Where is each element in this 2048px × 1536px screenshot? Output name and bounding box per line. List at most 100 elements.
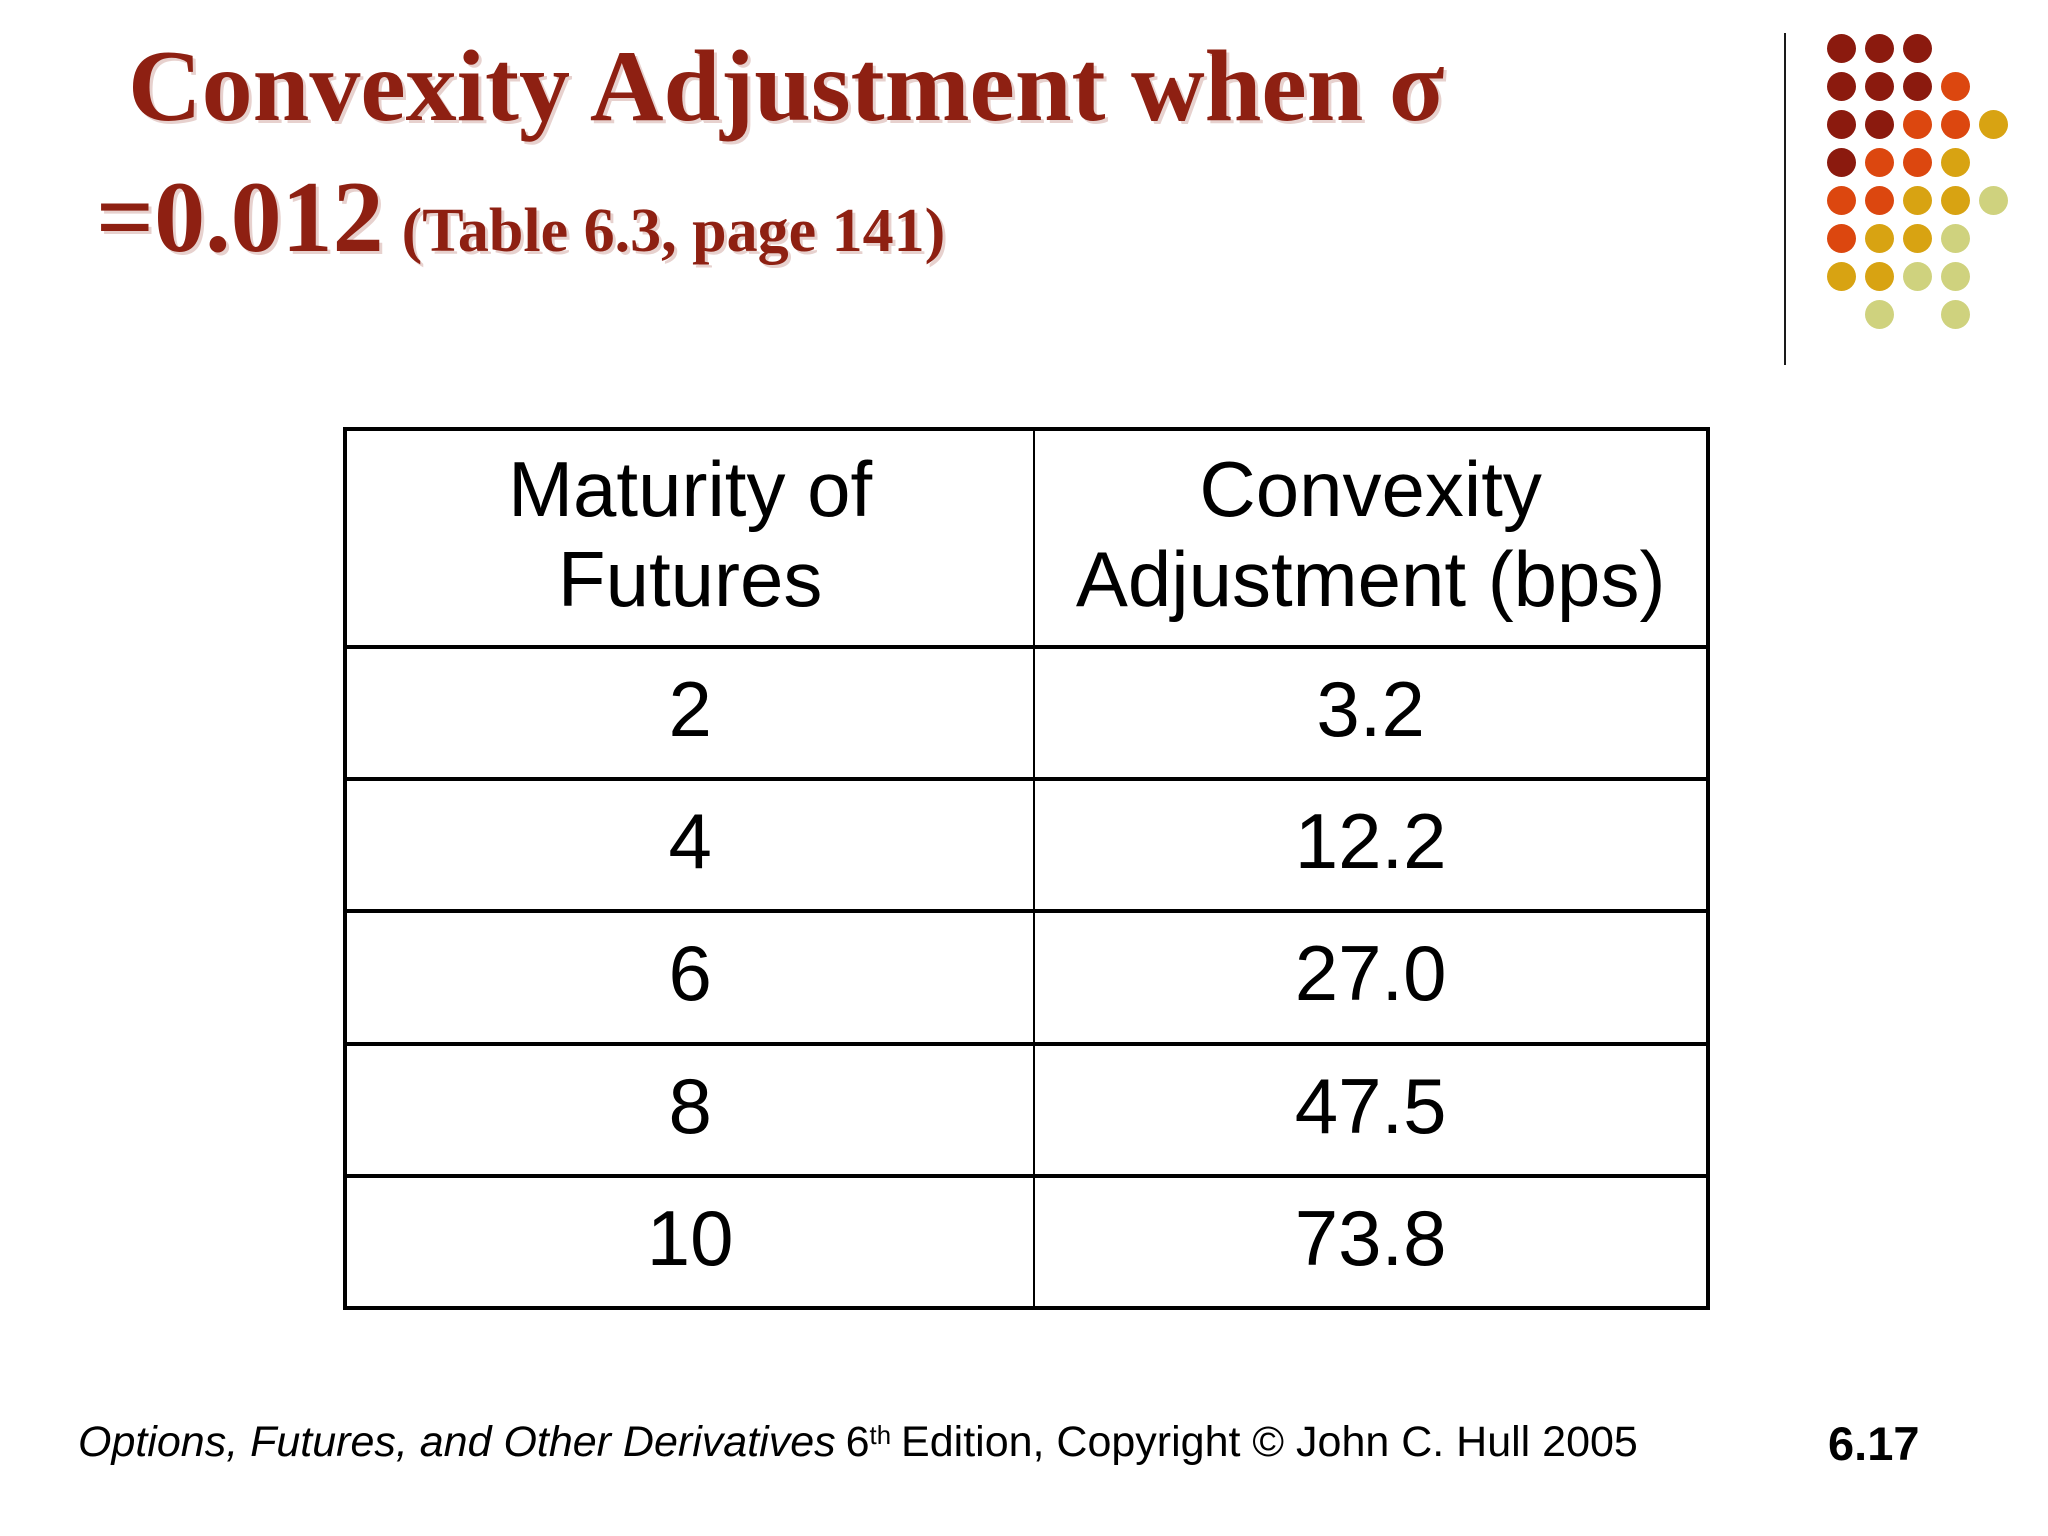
- table-header-adjustment: Convexity Adjustment (bps): [1033, 431, 1706, 645]
- table-cell-maturity: 2: [347, 645, 1034, 777]
- decorative-dot: [1898, 181, 1936, 219]
- dot-icon: [1902, 261, 1932, 291]
- table-cell-maturity: 6: [347, 909, 1034, 1041]
- decorative-dot: [1860, 67, 1898, 105]
- decorative-dot: [1860, 29, 1898, 67]
- dot-spacer: [1898, 295, 1936, 333]
- table-header-maturity: Maturity of Futures: [347, 431, 1033, 645]
- table-cell-adjustment: 27.0: [1033, 909, 1706, 1042]
- decorative-dot: [1822, 219, 1860, 257]
- dot-icon: [1940, 223, 1970, 253]
- dot-icon: [1902, 71, 1932, 101]
- decorative-dot: [1898, 257, 1936, 295]
- table-cell-adjustment: 12.2: [1033, 777, 1706, 910]
- slide-title-table-reference: (Table 6.3, page 141): [401, 196, 946, 265]
- decorative-dot: [1860, 105, 1898, 143]
- table-cell-adjustment: 3.2: [1033, 645, 1706, 778]
- dot-spacer: [1974, 143, 2012, 181]
- convexity-adjustment-table: Maturity of Futures Convexity Adjustment…: [343, 427, 1710, 1310]
- table-cell-adjustment: 47.5: [1033, 1041, 1706, 1174]
- dot-icon: [1826, 223, 1856, 253]
- dot-icon: [1864, 185, 1894, 215]
- dot-spacer: [1974, 257, 2012, 295]
- dot-icon: [1864, 147, 1894, 177]
- dot-spacer: [1974, 219, 2012, 257]
- footer-edition-number: 6: [845, 1418, 870, 1466]
- dot-spacer: [1936, 29, 1974, 67]
- decorative-dot: [1898, 143, 1936, 181]
- dot-icon: [1902, 147, 1932, 177]
- table-cell-adjustment: 73.8: [1033, 1173, 1706, 1306]
- dot-icon: [1864, 71, 1894, 101]
- slide-page-number: 6.17: [1828, 1417, 1920, 1470]
- dot-icon: [1940, 71, 1970, 101]
- dot-icon: [1940, 109, 1970, 139]
- table-header-adjustment-line2: Adjustment (bps): [1075, 534, 1666, 623]
- dot-icon: [1826, 33, 1856, 63]
- dot-spacer: [1974, 29, 2012, 67]
- dot-icon: [1902, 185, 1932, 215]
- decorative-dot: [1936, 181, 1974, 219]
- decorative-dot: [1936, 67, 1974, 105]
- slide-title-line2: =0.012 (Table 6.3, page 141): [96, 153, 1656, 284]
- dot-icon: [1864, 223, 1894, 253]
- decorative-dot: [1936, 105, 1974, 143]
- dot-icon: [1902, 33, 1932, 63]
- dot-icon: [1978, 109, 2008, 139]
- decorative-dot: [1936, 257, 1974, 295]
- dot-icon: [1864, 261, 1894, 291]
- footer-copyright: Edition, Copyright © John C. Hull 2005: [901, 1418, 1638, 1466]
- dot-icon: [1940, 261, 1970, 291]
- decorative-dot: [1974, 181, 2012, 219]
- dot-grid: [1822, 29, 2012, 333]
- table-cell-maturity: 8: [347, 1041, 1034, 1174]
- decorative-dot: [1822, 143, 1860, 181]
- dot-icon: [1826, 109, 1856, 139]
- dot-icon: [1826, 147, 1856, 177]
- footer-edition-ordinal: th: [869, 1422, 892, 1451]
- dot-icon: [1940, 147, 1970, 177]
- table-header-maturity-line1: Maturity of: [508, 445, 873, 533]
- dot-icon: [1864, 299, 1894, 329]
- dot-icon: [1864, 33, 1894, 63]
- decorative-dot: [1822, 257, 1860, 295]
- dot-spacer: [1974, 67, 2012, 105]
- decorative-dot: [1822, 105, 1860, 143]
- decorative-dot: [1936, 143, 1974, 181]
- dot-icon: [1940, 299, 1970, 329]
- decorative-dot: [1822, 181, 1860, 219]
- decorative-dot: [1860, 295, 1898, 333]
- decorative-dot: [1860, 181, 1898, 219]
- table-header-adjustment-line1: Convexity: [1199, 445, 1542, 533]
- decorative-dot: [1898, 219, 1936, 257]
- decorative-dot: [1898, 67, 1936, 105]
- decorative-dot: [1860, 257, 1898, 295]
- decorative-vertical-rule: [1784, 33, 1786, 365]
- table-header-maturity-line2: Futures: [557, 534, 823, 623]
- dot-icon: [1826, 71, 1856, 101]
- dot-spacer: [1974, 295, 2012, 333]
- dot-icon: [1940, 185, 1970, 215]
- decorative-dot: [1974, 105, 2012, 143]
- slide-footer: Options, Futures, and Other Derivatives 6…: [78, 1418, 1638, 1467]
- dot-icon: [1826, 185, 1856, 215]
- decorative-dot: [1898, 105, 1936, 143]
- decorative-dot: [1822, 29, 1860, 67]
- table-cell-maturity: 10: [347, 1173, 1034, 1306]
- dot-icon: [1826, 261, 1856, 291]
- dot-spacer: [1822, 295, 1860, 333]
- decorative-dot: [1822, 67, 1860, 105]
- footer-book-title: Options, Futures, and Other Derivatives: [78, 1418, 836, 1466]
- slide-title-line1: Convexity Adjustment when σ: [128, 30, 1445, 143]
- slide-title-sigma-value: =0.012: [96, 160, 384, 274]
- table-cell-maturity: 4: [347, 777, 1034, 909]
- decorative-dot: [1936, 219, 1974, 257]
- slide-title: Convexity Adjustment when σ =0.012 (Table…: [96, 22, 1656, 283]
- dot-icon: [1902, 223, 1932, 253]
- dot-icon: [1902, 109, 1932, 139]
- decorative-dot: [1860, 143, 1898, 181]
- dot-icon: [1864, 109, 1894, 139]
- decorative-dot: [1860, 219, 1898, 257]
- dot-icon: [1978, 185, 2008, 215]
- decorative-dot: [1936, 295, 1974, 333]
